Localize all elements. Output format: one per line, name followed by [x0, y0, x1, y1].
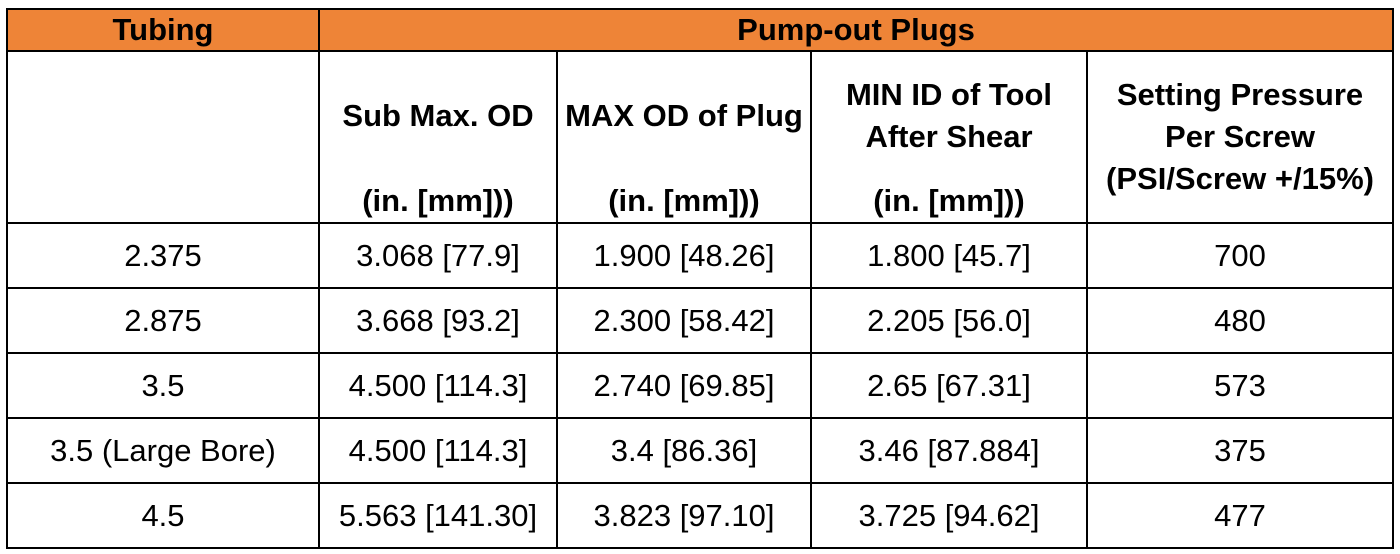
column-header-row: Sub Max. OD MAX OD of Plug MIN ID of Too…	[6, 50, 1394, 224]
cell-min-id-after-shear: 3.725 [94.62]	[810, 482, 1088, 549]
table-row: 3.5 (Large Bore) 4.500 [114.3] 3.4 [86.3…	[6, 417, 1394, 484]
cell-sub-max-od: 3.068 [77.9]	[318, 222, 558, 289]
cell-min-id-after-shear: 3.46 [87.884]	[810, 417, 1088, 484]
cell-sub-max-od: 5.563 [141.30]	[318, 482, 558, 549]
table-row: 2.875 3.668 [93.2] 2.300 [58.42] 2.205 […	[6, 287, 1394, 354]
unit-min-id-after-shear: (in. [mm]))	[810, 179, 1088, 224]
table-row: 3.5 4.500 [114.3] 2.740 [69.85] 2.65 [67…	[6, 352, 1394, 419]
header-max-od-plug: MAX OD of Plug	[556, 50, 812, 179]
unit-max-od-plug: (in. [mm]))	[556, 179, 812, 224]
cell-setting-pressure: 477	[1086, 482, 1394, 549]
cell-tubing: 2.875	[6, 287, 320, 354]
cell-max-od-plug: 1.900 [48.26]	[556, 222, 812, 289]
group-header-row: Tubing Pump-out Plugs	[6, 8, 1394, 52]
header-setting-pressure: Setting Pressure Per Screw (PSI/Screw +/…	[1086, 50, 1394, 224]
cell-setting-pressure: 700	[1086, 222, 1394, 289]
cell-tubing: 3.5	[6, 352, 320, 419]
cell-sub-max-od: 3.668 [93.2]	[318, 287, 558, 354]
cell-setting-pressure: 573	[1086, 352, 1394, 419]
cell-setting-pressure: 375	[1086, 417, 1394, 484]
cell-setting-pressure: 480	[1086, 287, 1394, 354]
unit-header-row: (in. [mm])) (in. [mm])) (in. [mm]))	[7, 179, 1393, 224]
cell-sub-max-od: 4.500 [114.3]	[318, 352, 558, 419]
cell-max-od-plug: 3.823 [97.10]	[556, 482, 812, 549]
cell-min-id-after-shear: 1.800 [45.7]	[810, 222, 1088, 289]
cell-max-od-plug: 2.740 [69.85]	[556, 352, 812, 419]
cell-max-od-plug: 3.4 [86.36]	[556, 417, 812, 484]
unit-sub-max-od: (in. [mm]))	[318, 179, 558, 224]
header-tubing-blank	[6, 50, 320, 224]
header-min-id-after-shear: MIN ID of Tool After Shear	[810, 50, 1088, 179]
table-row: 4.5 5.563 [141.30] 3.823 [97.10] 3.725 […	[6, 482, 1394, 549]
cell-tubing: 4.5	[6, 482, 320, 549]
header-pump-out-plugs: Pump-out Plugs	[318, 8, 1394, 52]
cell-min-id-after-shear: 2.65 [67.31]	[810, 352, 1088, 419]
cell-tubing: 2.375	[6, 222, 320, 289]
pump-out-plugs-table: Tubing Pump-out Plugs Sub Max. OD MAX OD…	[6, 8, 1394, 549]
cell-min-id-after-shear: 2.205 [56.0]	[810, 287, 1088, 354]
cell-max-od-plug: 2.300 [58.42]	[556, 287, 812, 354]
header-tubing: Tubing	[6, 8, 320, 52]
pump-out-plugs-table-container: Tubing Pump-out Plugs Sub Max. OD MAX OD…	[6, 8, 1394, 549]
table-row: 2.375 3.068 [77.9] 1.900 [48.26] 1.800 […	[6, 222, 1394, 289]
cell-tubing: 3.5 (Large Bore)	[6, 417, 320, 484]
cell-sub-max-od: 4.500 [114.3]	[318, 417, 558, 484]
header-sub-max-od: Sub Max. OD	[318, 50, 558, 179]
